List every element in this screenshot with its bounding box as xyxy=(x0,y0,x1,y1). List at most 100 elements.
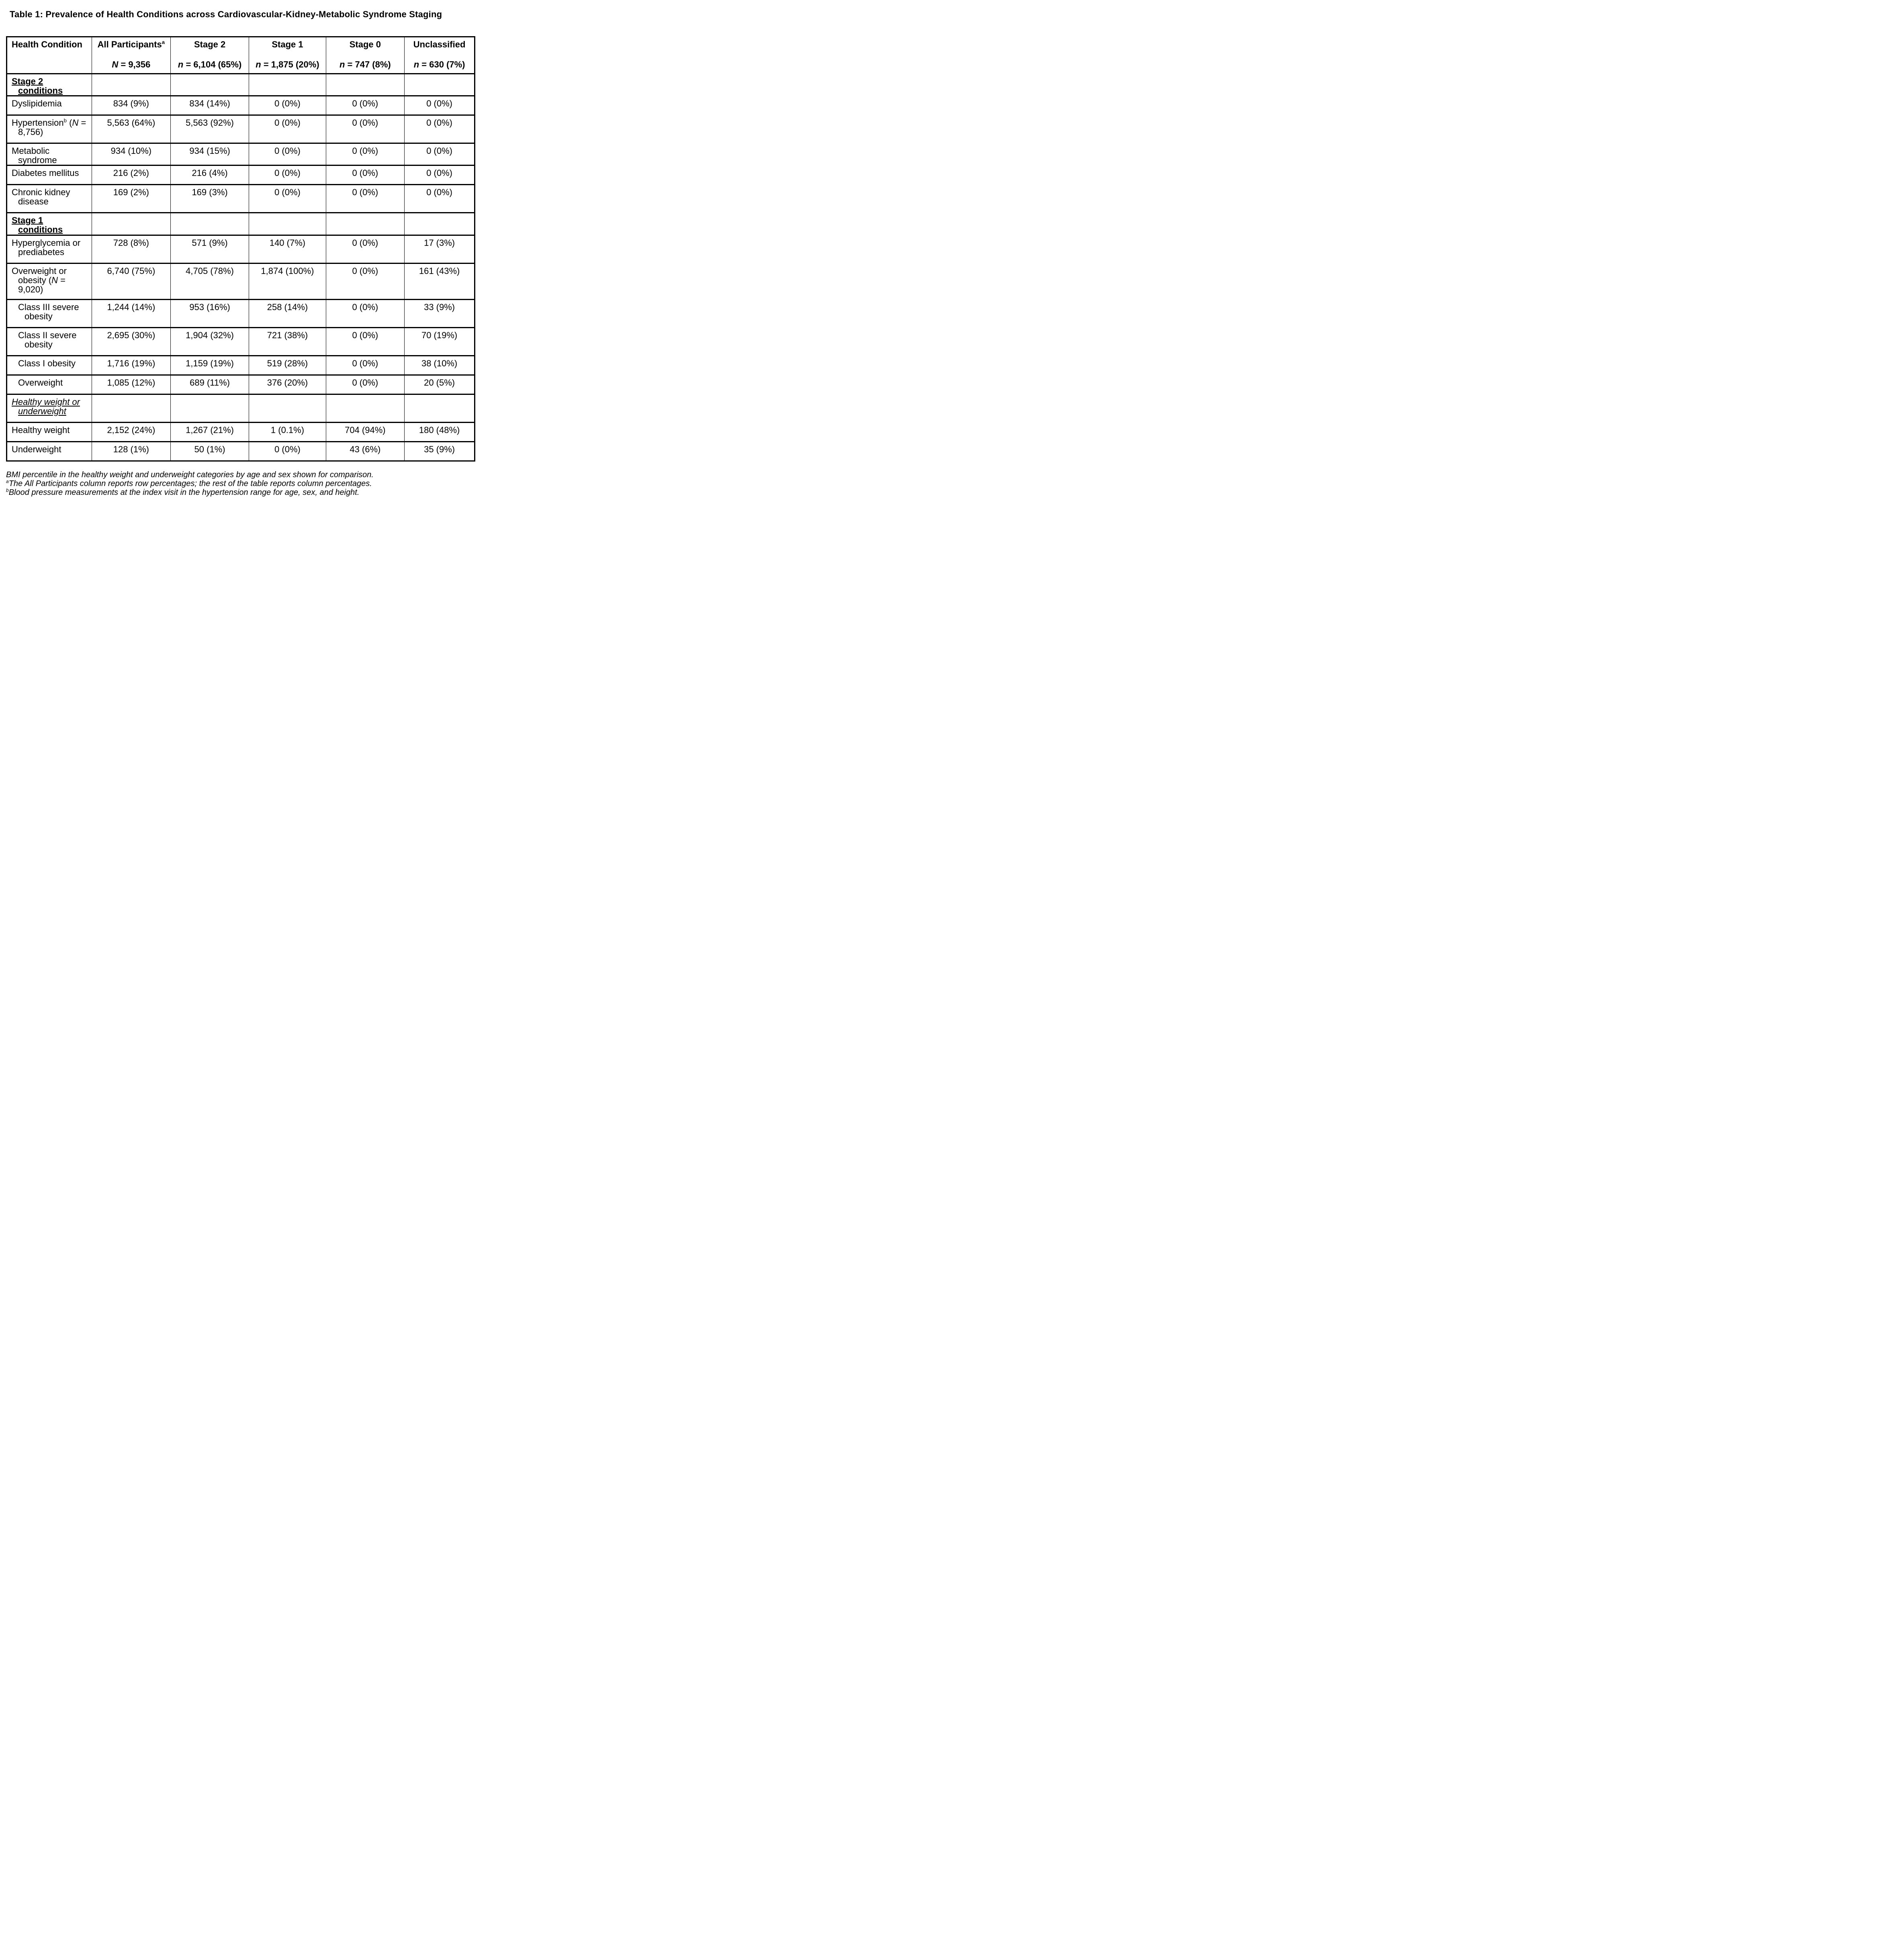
row-value-cell xyxy=(92,212,171,236)
row-value-cell xyxy=(404,212,475,236)
row-value-cell: 258 (14%) xyxy=(249,298,326,328)
row-label-cell: Class II severe obesity xyxy=(6,327,92,356)
row-label-cell: Class I obesity xyxy=(6,355,92,376)
row-value-cell xyxy=(325,73,405,97)
row-value-cell: 2,152 (24%) xyxy=(92,421,171,442)
row-label-cell: Class III severe obesity xyxy=(6,298,92,328)
row-value-cell: 0 (0%) xyxy=(325,114,405,144)
row-value-cell: 0 (0%) xyxy=(325,234,405,264)
column-header-all-participants: All Participantsa N = 9,356 xyxy=(92,36,171,74)
row-value-cell: 0 (0%) xyxy=(249,114,326,144)
row-value-cell xyxy=(170,212,250,236)
section-header-row: Stage 2 conditions xyxy=(6,73,475,97)
row-value-cell: 0 (0%) xyxy=(404,114,475,144)
column-n-count: n = 6,104 (65%) xyxy=(178,59,242,70)
section-header-row: Healthy weight or underweight xyxy=(6,393,475,423)
row-value-cell: 17 (3%) xyxy=(404,234,475,264)
table-row: Class II severe obesity 2,695 (30%) 1,904 … xyxy=(6,327,475,356)
column-n-count: n = 747 (8%) xyxy=(339,59,391,70)
row-value-cell: 216 (2%) xyxy=(92,165,171,186)
row-value-cell: 70 (19%) xyxy=(404,327,475,356)
row-value-cell xyxy=(249,393,326,423)
row-label-cell: Stage 2 conditions xyxy=(6,73,92,97)
row-value-cell: 6,740 (75%) xyxy=(92,262,171,300)
row-value-cell: 0 (0%) xyxy=(249,143,326,166)
row-value-cell: 5,563 (92%) xyxy=(170,114,250,144)
header-row: Health Condition All Participantsa N = 9,3… xyxy=(6,36,475,74)
row-value-cell: 216 (4%) xyxy=(170,165,250,186)
row-value-cell: 704 (94%) xyxy=(325,421,405,442)
row-value-cell: 180 (48%) xyxy=(404,421,475,442)
row-label-cell: Metabolic syndrome xyxy=(6,143,92,166)
column-header-unclassified: Unclassified n = 630 (7%) xyxy=(404,36,475,74)
footnotes: BMI percentile in the healthy weight and… xyxy=(6,470,476,497)
table-row: Healthy weight 2,152 (24%) 1,267 (21%) 1 (0… xyxy=(6,421,475,442)
row-value-cell xyxy=(92,393,171,423)
row-value-cell: 519 (28%) xyxy=(249,355,326,376)
row-label-cell: Overweight xyxy=(6,374,92,395)
row-value-cell: 0 (0%) xyxy=(325,143,405,166)
row-value-cell: 5,563 (64%) xyxy=(92,114,171,144)
row-value-cell: 1,085 (12%) xyxy=(92,374,171,395)
row-value-cell: 1,904 (32%) xyxy=(170,327,250,356)
row-value-cell: 0 (0%) xyxy=(325,327,405,356)
prevalence-table: Health Condition All Participantsa N = 9,3… xyxy=(6,36,475,462)
table-row: Class III severe obesity 1,244 (14%) 953 (… xyxy=(6,298,475,328)
row-value-cell: 0 (0%) xyxy=(325,298,405,328)
row-value-cell: 33 (9%) xyxy=(404,298,475,328)
row-value-cell: 161 (43%) xyxy=(404,262,475,300)
row-value-cell xyxy=(170,393,250,423)
row-value-cell: 834 (14%) xyxy=(170,95,250,116)
row-value-cell: 38 (10%) xyxy=(404,355,475,376)
row-value-cell: 0 (0%) xyxy=(249,184,326,214)
row-value-cell: 934 (15%) xyxy=(170,143,250,166)
row-value-cell xyxy=(325,212,405,236)
row-value-cell: 571 (9%) xyxy=(170,234,250,264)
row-value-cell: 4,705 (78%) xyxy=(170,262,250,300)
row-value-cell xyxy=(170,73,250,97)
table-row: Underweight 128 (1%) 50 (1%) 0 (0%) 43 (6%) 3… xyxy=(6,441,475,462)
row-label-cell: Healthy weight or underweight xyxy=(6,393,92,423)
table-row: Diabetes mellitus 216 (2%) 216 (4%) 0 (0%) 0… xyxy=(6,165,475,186)
row-label-cell: Overweight or obesity (N = 9,020) xyxy=(6,262,92,300)
row-value-cell: 0 (0%) xyxy=(249,165,326,186)
row-value-cell: 0 (0%) xyxy=(325,165,405,186)
table-row: Overweight 1,085 (12%) 689 (11%) 376 (20%) 0… xyxy=(6,374,475,395)
row-value-cell xyxy=(404,393,475,423)
row-value-cell: 2,695 (30%) xyxy=(92,327,171,356)
row-value-cell: 1,267 (21%) xyxy=(170,421,250,442)
row-value-cell: 20 (5%) xyxy=(404,374,475,395)
row-value-cell: 0 (0%) xyxy=(249,95,326,116)
footnote: BMI percentile in the healthy weight and… xyxy=(6,470,374,479)
row-value-cell: 0 (0%) xyxy=(404,95,475,116)
table-row: Class I obesity 1,716 (19%) 1,159 (19%) 519… xyxy=(6,355,475,376)
table-row: Hyperglycemia or prediabetes 728 (8%) 571 … xyxy=(6,234,475,264)
row-value-cell: 140 (7%) xyxy=(249,234,326,264)
row-label-cell: Healthy weight xyxy=(6,421,92,442)
table-body: Stage 2 conditions Dyslipidemia 834 (9%) 83… xyxy=(6,73,475,462)
document-page: Table 1: Prevalence of Health Conditions… xyxy=(0,0,476,509)
row-value-cell: 1 (0.1%) xyxy=(249,421,326,442)
row-value-cell: 0 (0%) xyxy=(325,262,405,300)
row-value-cell: 953 (16%) xyxy=(170,298,250,328)
row-value-cell: 934 (10%) xyxy=(92,143,171,166)
column-n-count: N = 9,356 xyxy=(112,59,151,70)
footnote: bBlood pressure measurements at the inde… xyxy=(6,487,360,497)
row-value-cell: 0 (0%) xyxy=(404,184,475,214)
row-value-cell: 1,159 (19%) xyxy=(170,355,250,376)
table-row: Dyslipidemia 834 (9%) 834 (14%) 0 (0%) 0 (0%… xyxy=(6,95,475,116)
row-value-cell: 728 (8%) xyxy=(92,234,171,264)
table-row: Overweight or obesity (N = 9,020) 6,740 (… xyxy=(6,262,475,300)
column-n-count: n = 630 (7%) xyxy=(413,59,465,70)
row-value-cell: 35 (9%) xyxy=(404,441,475,462)
row-value-cell: 0 (0%) xyxy=(404,165,475,186)
row-label-cell: Stage 1 conditions xyxy=(6,212,92,236)
column-header-health-condition: Health Condition xyxy=(6,36,92,74)
table-row: Hypertensionb (N = 8,756) 5,563 (64%) 5,56… xyxy=(6,114,475,144)
column-n-count: n = 1,875 (20%) xyxy=(256,59,319,70)
row-value-cell: 50 (1%) xyxy=(170,441,250,462)
row-value-cell: 1,716 (19%) xyxy=(92,355,171,376)
row-value-cell: 689 (11%) xyxy=(170,374,250,395)
